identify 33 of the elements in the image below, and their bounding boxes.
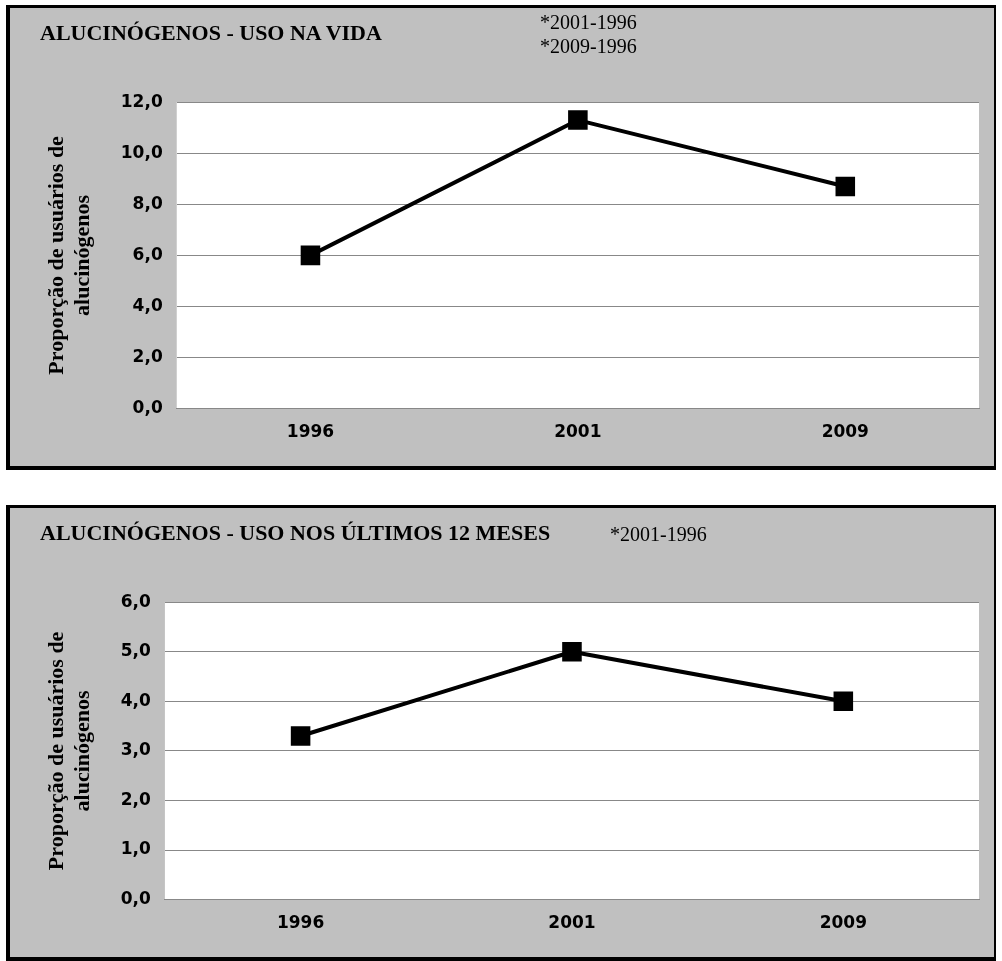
- x-tick-label: 2009: [821, 421, 869, 442]
- y-tick-label: 3,0: [120, 739, 152, 760]
- x-tick-label: 2001: [554, 421, 602, 442]
- y-tick-label: 0,0: [132, 397, 163, 418]
- y-axis-title: Proporção de usuários de alucinógenos: [42, 631, 95, 871]
- y-tick-label: 8,0: [132, 192, 163, 213]
- chart-title: ALUCINÓGENOS - USO NOS ÚLTIMOS 12 MESES: [40, 520, 551, 546]
- x-tick-label: 2009: [819, 912, 867, 933]
- point: [300, 245, 321, 266]
- text: *2009-1996: [540, 34, 637, 58]
- y-tick-label: 1,0: [120, 838, 152, 859]
- y-tick-label: 0,0: [120, 888, 152, 909]
- point: [290, 726, 311, 746]
- point: [568, 110, 588, 130]
- chart-title: ALUCINÓGENOS - USO NA VIDA: [40, 20, 382, 46]
- y-tick-label: 4,0: [120, 689, 152, 710]
- text: *2001-1996: [610, 522, 707, 546]
- x-tick-label: 2001: [548, 912, 596, 933]
- y-tick-label: 5,0: [120, 640, 152, 661]
- point: [562, 641, 582, 662]
- y-tick-label: 6,0: [120, 590, 152, 611]
- point: [835, 176, 856, 197]
- y-tick-label: 2,0: [120, 788, 152, 809]
- y-tick-label: 2,0: [132, 345, 163, 366]
- x-tick-label: 1996: [286, 421, 335, 442]
- y-tick-label: 12,0: [120, 90, 163, 111]
- y-tick-label: 4,0: [132, 294, 163, 315]
- y-tick-label: 10,0: [120, 141, 163, 162]
- text: *2001-1996: [540, 10, 637, 34]
- point: [833, 691, 854, 712]
- y-tick-label: 6,0: [132, 243, 163, 264]
- y-axis-title: Proporção de usuários de alucinógenos: [42, 135, 95, 375]
- x-tick-label: 1996: [276, 912, 325, 933]
